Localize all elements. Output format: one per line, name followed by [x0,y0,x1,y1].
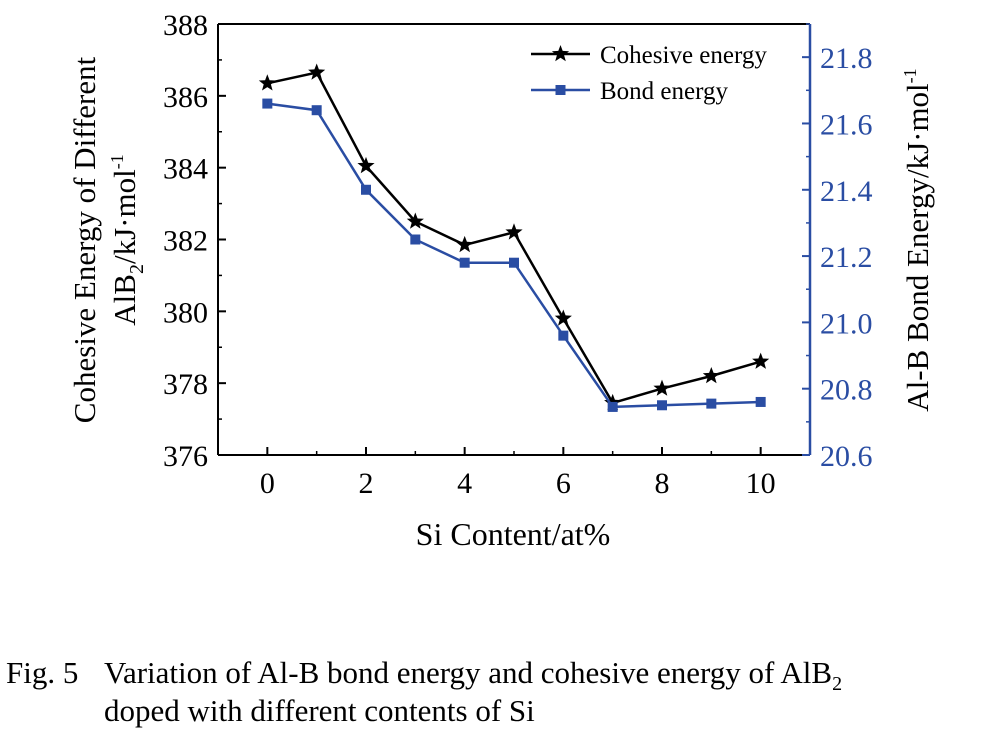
y-left-tick-label: 382 [163,225,208,258]
tick-group: 0 2 4 6 8 10 376 378 380 382 384 386 388 20.6 20.8 21.0… [163,9,873,500]
y-right-tick-label: 20.6 [820,440,873,473]
legend-marker-bond-energy [555,85,566,95]
y-axis-label-right: Al-B Bond Energy/kJ·mol-1 [900,68,935,411]
data-point-cohesive-energy [406,212,424,229]
chart: 0 2 4 6 8 10 376 378 380 382 384 386 388 20.6 20.8 21.0… [67,9,935,552]
caption-text-1: Variation of Al-B bond energy and cohesi… [104,655,833,690]
data-point-cohesive-energy [752,352,770,369]
caption-line-1: Fig. 5 Variation of Al-B bond energy and … [6,654,843,695]
data-point-cohesive-energy [653,379,671,396]
data-point-bond-energy [657,400,667,411]
data-point-bond-energy [558,330,569,341]
y-axis-label-left: Cohesive Energy of Different AlB2/kJ·mol… [67,56,148,423]
data-point-bond-energy [509,257,519,268]
y-label-left-sup: -1 [107,154,127,169]
y-left-tick-label: 386 [163,81,208,114]
y-left-tick-label: 388 [163,9,208,42]
series-line-bond-energy [267,102,761,409]
x-tick-label: 0 [260,467,275,500]
y-right-tick-label: 20.8 [820,374,873,407]
x-tick-label: 6 [556,467,571,500]
legend-label-cohesive-energy: Cohesive energy [600,42,767,69]
data-point-bond-energy [361,184,371,195]
data-point-bond-energy [311,105,322,116]
data-point-cohesive-energy [357,156,375,174]
caption-sub: 2 [832,673,843,695]
y-right-tick-label: 21.2 [820,241,873,274]
x-tick-label: 4 [457,467,472,500]
y-label-right-sup: -1 [900,68,920,83]
data-point-bond-energy [410,234,421,245]
y-left-tick-label: 380 [163,296,208,329]
y-label-right-main: Al-B Bond Energy/kJ·mol [900,83,935,411]
y-right-tick-label: 21.8 [820,42,873,75]
data-point-cohesive-energy [456,235,474,253]
y-label-left-main: AlB [107,274,142,326]
data-point-cohesive-energy [258,74,276,91]
y-left-tick-label: 378 [163,368,208,401]
y-label-left-unit: /kJ·mol [107,169,142,264]
legend-marker-cohesive-energy [551,45,570,62]
y-right-tick-label: 21.6 [820,108,873,141]
data-point-bond-energy [755,396,766,407]
data-point-cohesive-energy [505,223,523,240]
legend: Cohesive energy Bond energy [531,42,767,105]
data-point-cohesive-energy [554,309,572,326]
data-point-bond-energy [459,257,470,268]
data-point-cohesive-energy [702,367,720,384]
data-point-bond-energy [706,398,717,409]
caption-label: Fig. 5 [6,655,79,690]
caption-line-2: doped with different contents of Si [104,693,535,728]
y-left-tick-label: 376 [163,440,208,473]
y-left-tick-label: 384 [163,153,208,186]
series-line-cohesive-energy [267,71,762,405]
data-point-cohesive-energy [308,63,326,80]
x-axis-label: Si Content/at% [416,516,611,552]
x-tick-label: 8 [655,467,670,500]
series-group [258,63,770,412]
x-tick-label: 2 [359,467,374,500]
data-point-bond-energy [607,401,618,412]
y-axis-label-left-line2: AlB2/kJ·mol-1 [107,154,148,325]
y-right-tick-label: 21.4 [820,175,873,208]
data-point-bond-energy [262,98,273,109]
y-label-left-sub: 2 [126,264,148,274]
legend-label-bond-energy: Bond energy [600,78,728,105]
y-axis-label-right-text: Al-B Bond Energy/kJ·mol-1 [900,68,935,411]
y-right-tick-label: 21.0 [820,307,873,340]
y-axis-label-left-line1: Cohesive Energy of Different [67,56,102,423]
x-tick-label: 10 [746,467,776,500]
